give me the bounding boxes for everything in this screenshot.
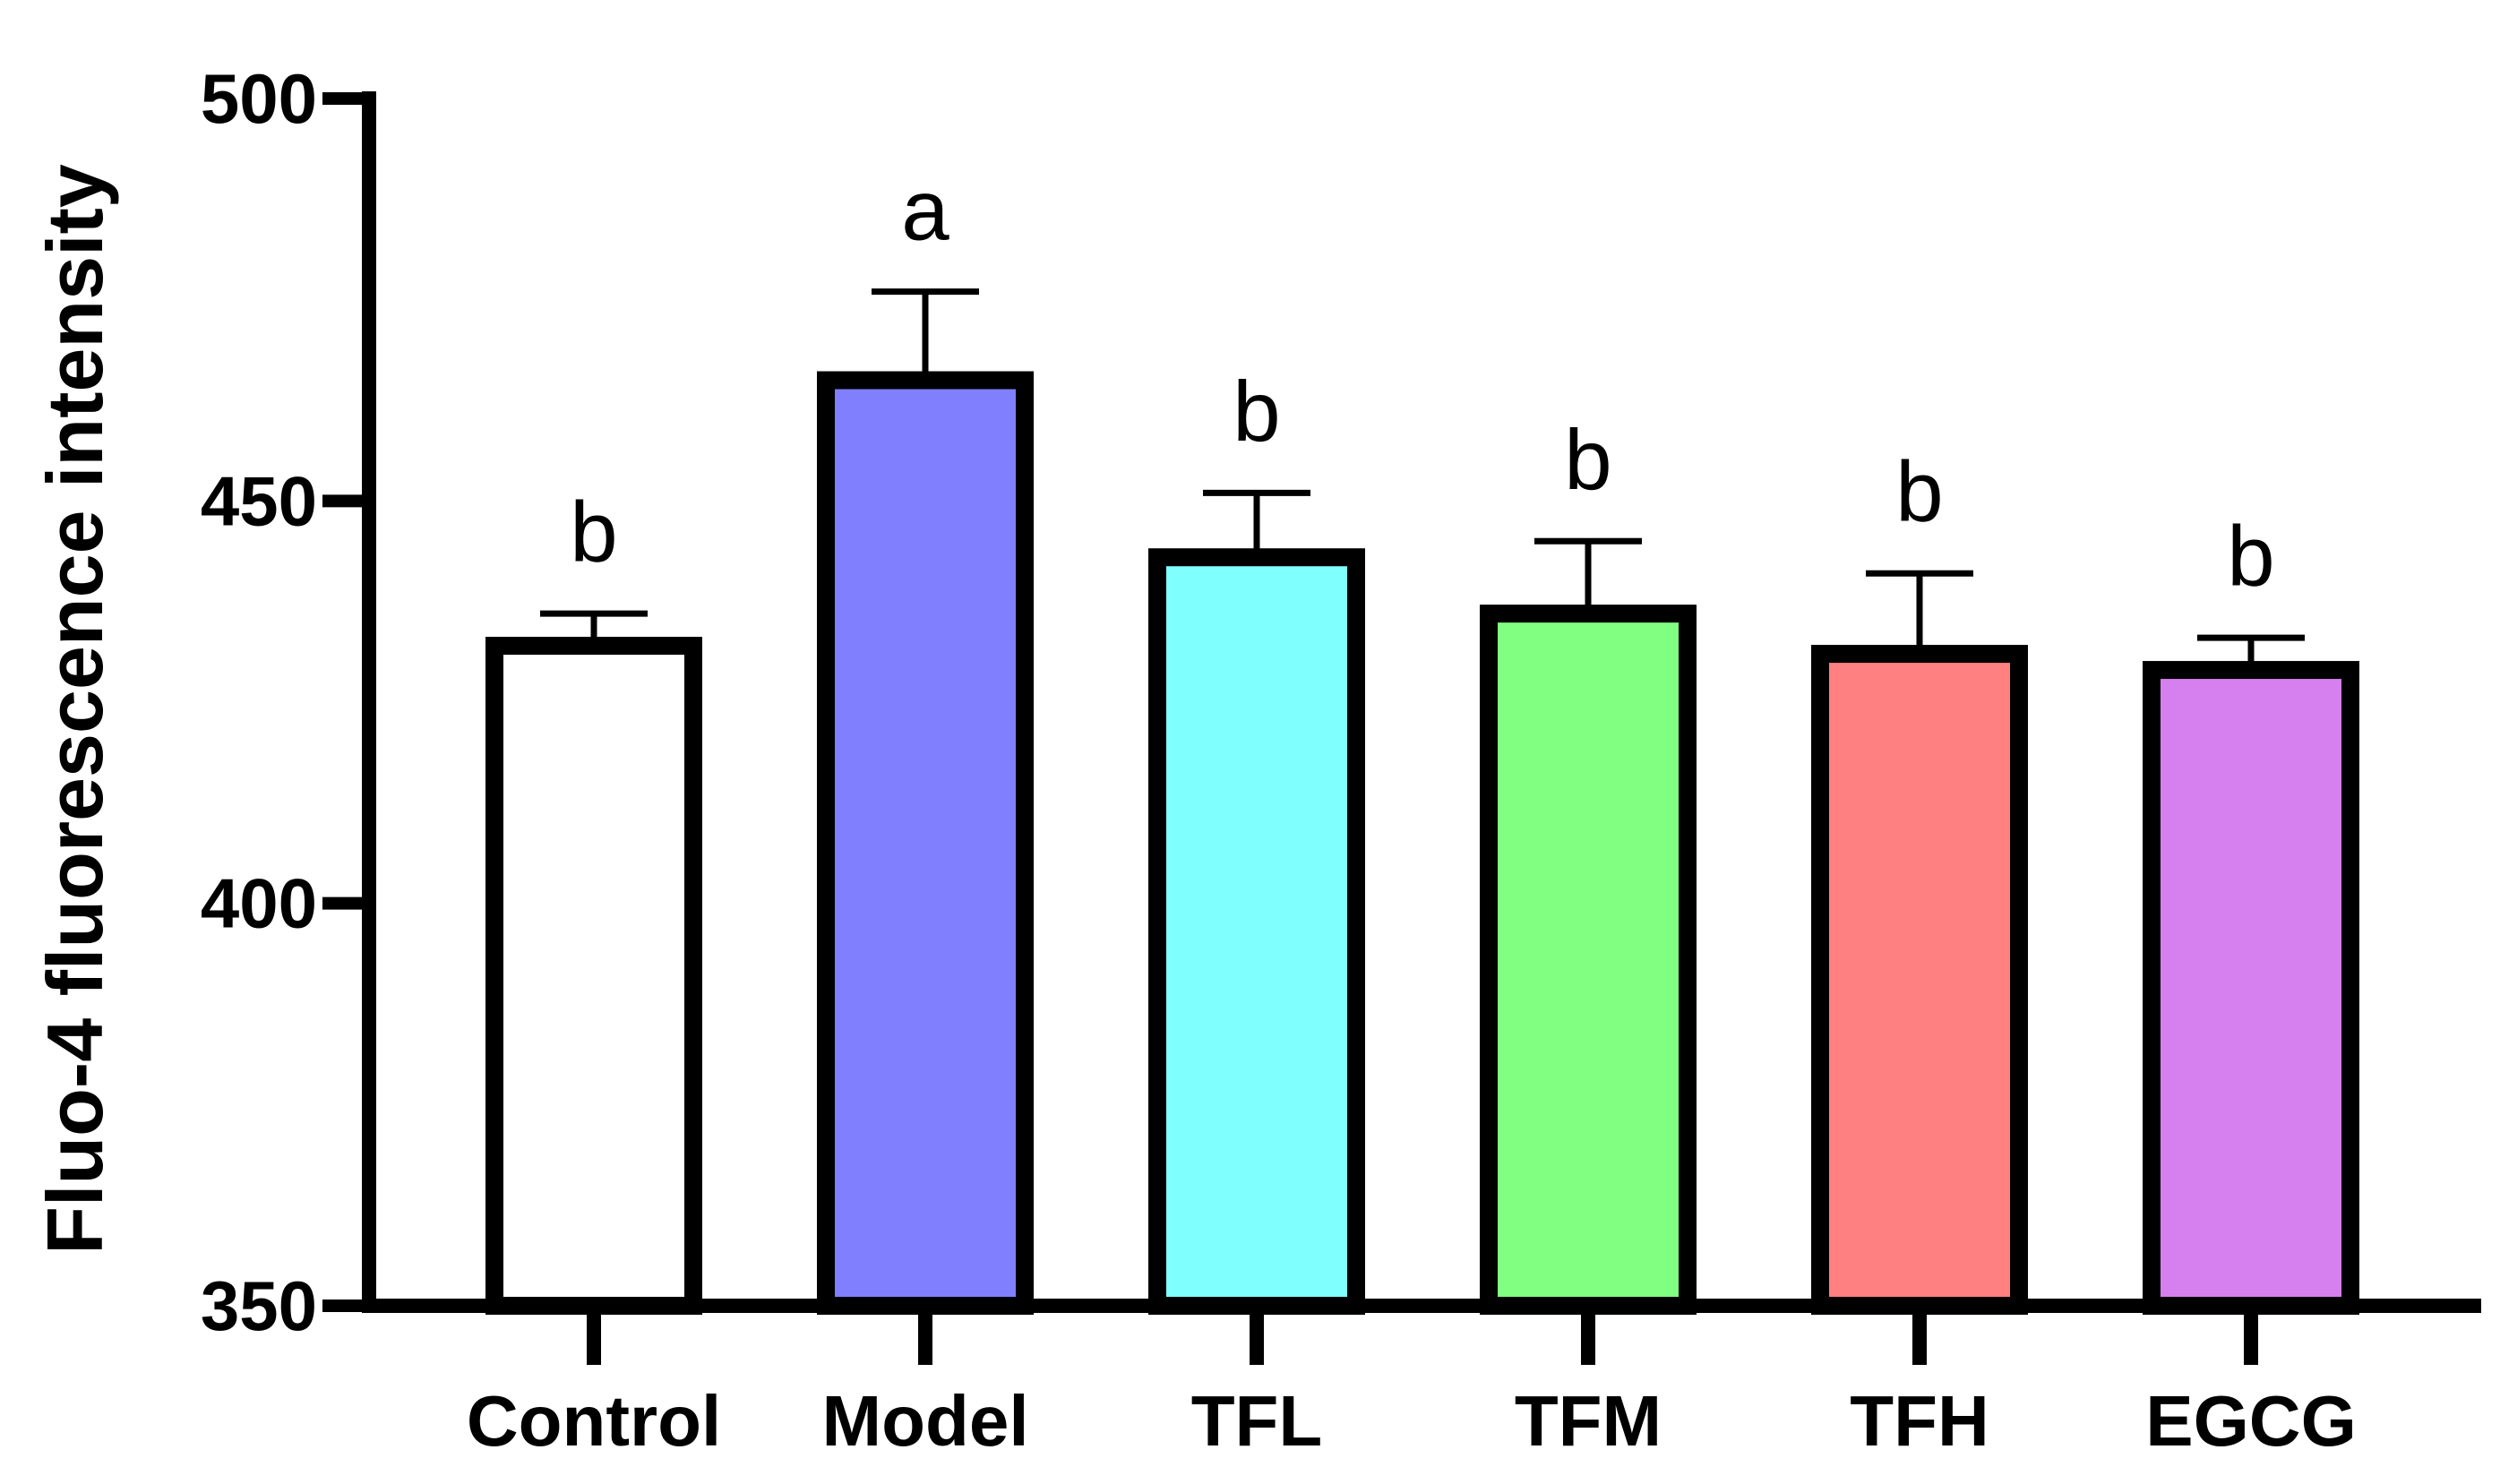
- y-tick-label-450: 450: [201, 461, 317, 540]
- bar-tfl: [1157, 557, 1356, 1306]
- significance-label-tfh: b: [1895, 444, 1943, 540]
- x-tick-label-tfl: TFL: [1191, 1381, 1323, 1461]
- error-bars-layer: [540, 292, 2305, 670]
- bar-tfh: [1820, 654, 2019, 1306]
- x-tick-label-egcg: EGCG: [2145, 1381, 2357, 1461]
- x-tick-label-model: Model: [821, 1381, 1028, 1461]
- bars-layer: [494, 381, 2350, 1306]
- bar-tfm: [1489, 613, 1688, 1306]
- y-tick-label-350: 350: [201, 1266, 317, 1345]
- bar-chart-svg: b Control a Model b TFL b TFM b TFH b EGCG 350 400 450…: [0, 0, 2500, 1484]
- x-tick-label-control: Control: [467, 1381, 721, 1461]
- x-tick-label-tfm: TFM: [1515, 1381, 1662, 1461]
- significance-label-control: b: [570, 485, 617, 580]
- y-tick-label-500: 500: [201, 59, 317, 138]
- y-axis-title: Fluo-4 fluorescence intensity: [30, 164, 119, 1255]
- significance-label-tfm: b: [1564, 412, 1611, 508]
- y-tick-label-400: 400: [201, 864, 317, 943]
- bar-model: [826, 381, 1025, 1306]
- significance-label-model: a: [901, 163, 949, 259]
- significance-label-tfl: b: [1233, 364, 1280, 459]
- significance-label-egcg: b: [2227, 509, 2274, 605]
- x-tick-label-tfh: TFH: [1850, 1381, 1989, 1461]
- chart: b Control a Model b TFL b TFM b TFH b EGCG 350 400 450…: [0, 0, 2500, 1484]
- bar-control: [494, 646, 693, 1306]
- bar-egcg: [2152, 670, 2350, 1306]
